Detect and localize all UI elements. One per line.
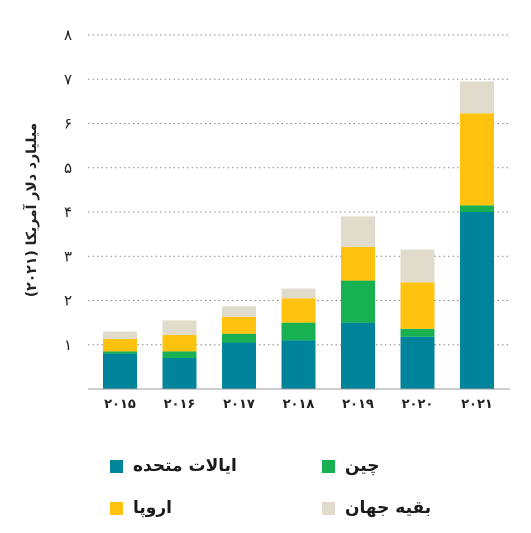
bar-segment xyxy=(460,205,494,212)
bar-segment xyxy=(400,249,435,283)
bar-segment xyxy=(162,335,197,352)
bar-segment xyxy=(222,306,256,317)
x-tick-label: ۲۰۱۷ xyxy=(223,397,255,412)
y-tick-label: ۵ xyxy=(64,159,72,177)
y-tick-label: ۸ xyxy=(64,26,72,44)
bar-segment xyxy=(341,216,375,247)
grid-lines xyxy=(88,34,510,346)
bar-segment xyxy=(222,333,256,343)
y-tick-label: ۶ xyxy=(64,115,72,133)
y-tick-label: ۱ xyxy=(64,336,72,354)
bar-segment xyxy=(341,280,375,323)
bar-segment xyxy=(162,358,197,389)
bar-segment xyxy=(103,331,137,339)
bar-segment xyxy=(281,322,316,341)
bar-segment xyxy=(341,322,375,389)
bar-segment xyxy=(281,298,316,323)
bar-segment xyxy=(460,212,494,389)
bar-segment xyxy=(460,81,494,114)
y-axis-ticks: ۱ ۲ ۳ ۴ ۵ ۶ ۷ ۸ xyxy=(64,26,72,354)
x-tick-label: ۲۰۲۰ xyxy=(402,397,434,412)
y-tick-label: ۲ xyxy=(64,292,72,310)
bar-segment xyxy=(162,320,197,336)
x-tick-label: ۲۰۲۱ xyxy=(461,397,493,412)
x-tick-label: ۲۰۱۶ xyxy=(164,397,196,412)
x-tick-label: ۲۰۱۵ xyxy=(104,397,136,412)
y-tick-label: ۷ xyxy=(64,70,72,88)
bar-segment xyxy=(400,336,435,389)
bar-segment xyxy=(281,288,316,299)
bar-segment xyxy=(460,113,494,206)
x-axis-ticks: ۲۰۱۵ ۲۰۱۶ ۲۰۱۷ ۲۰۱۸ ۲۰۱۹ ۲۰۲۰ ۲۰۲۱ xyxy=(104,397,493,412)
bar-segment xyxy=(103,351,137,354)
x-tick-label: ۲۰۱۸ xyxy=(283,397,315,412)
bar-segment xyxy=(400,282,435,329)
bar-segment xyxy=(162,351,197,359)
y-tick-label: ۴ xyxy=(64,203,72,221)
bar-segment xyxy=(222,316,256,334)
x-tick-label: ۲۰۱۹ xyxy=(342,397,374,412)
bar-segment xyxy=(281,340,316,389)
bars xyxy=(103,81,494,389)
bar-segment xyxy=(400,328,435,337)
bar-segment xyxy=(103,338,137,352)
y-tick-label: ۳ xyxy=(64,247,72,265)
y-axis-label: میلیارد دلار آمریکا (۲۰۲۱) xyxy=(22,123,40,297)
bar-segment xyxy=(341,246,375,281)
bar-segment xyxy=(103,353,137,389)
bar-segment xyxy=(222,342,256,389)
